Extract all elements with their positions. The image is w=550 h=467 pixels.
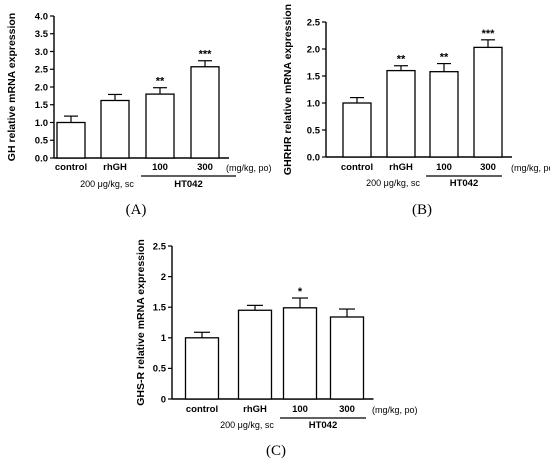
- y-tick-label: 2: [161, 272, 166, 283]
- y-tick-label: 1.0: [35, 118, 48, 129]
- dose-note: 200 μg/kg, sc: [80, 179, 134, 189]
- bar: [429, 71, 459, 158]
- category-label: rhGH: [103, 162, 127, 173]
- chart-panel-b: 0.0 0.5 1.0 1.5 2.0 2.5 GHRHR relative mRNA ex…: [282, 4, 550, 218]
- bar: [145, 93, 175, 159]
- units-note: (mg/kg, po): [511, 163, 550, 173]
- significance-mark: **: [440, 52, 449, 64]
- y-tick-label: 0.5: [307, 125, 321, 136]
- category-label: 100: [152, 162, 168, 173]
- y-tick-label: 1.5: [307, 71, 321, 82]
- y-tick-label: 2.5: [35, 65, 49, 76]
- y-tick-label: 3.5: [35, 29, 49, 40]
- significance-mark: ***: [199, 49, 213, 61]
- bar: [56, 121, 86, 159]
- units-note: (mg/kg, po): [372, 405, 418, 415]
- category-label: 300: [339, 404, 355, 415]
- bar: [386, 69, 416, 158]
- category-label: control: [186, 404, 218, 415]
- significance-mark: *: [298, 286, 303, 298]
- bar: [100, 99, 130, 159]
- y-tick-label: 3.0: [35, 47, 48, 58]
- panel-label: (A): [126, 202, 147, 218]
- y-tick-label: 1.5: [35, 100, 49, 111]
- bar: [473, 46, 503, 158]
- units-note: (mg/kg, po): [226, 163, 272, 173]
- category-label: 100: [292, 404, 308, 415]
- group-label: HT042: [309, 420, 338, 431]
- bar: [190, 66, 220, 159]
- bar: [342, 102, 372, 158]
- y-tick-label: 2.5: [153, 241, 167, 252]
- y-tick-label: 2.0: [307, 44, 320, 55]
- chart-panel-a: 0.0 0.5 1.0 1.5 2.0 2.5 3.0 3.5 4.0 GH relative m…: [6, 11, 272, 218]
- category-label: control: [341, 162, 373, 173]
- group-label: HT042: [450, 178, 479, 189]
- significance-mark: **: [397, 54, 406, 66]
- y-tick-label: 0.0: [35, 153, 48, 164]
- significance-mark: **: [156, 76, 165, 88]
- y-axis-label: GHS-R relative mRNA expression: [135, 239, 147, 406]
- y-tick-label: 1: [161, 333, 167, 344]
- y-tick-label: 0.5: [153, 364, 167, 375]
- y-tick-label: 0: [161, 394, 166, 405]
- y-tick-label: 4.0: [35, 11, 48, 22]
- category-label: 100: [436, 162, 452, 173]
- category-label: control: [55, 162, 87, 173]
- dose-note: 200 μg/kg, sc: [220, 420, 274, 430]
- y-tick-label: 1.5: [153, 303, 167, 314]
- group-label: HT042: [174, 179, 203, 190]
- bar: [282, 307, 318, 400]
- y-tick-label: 0.0: [307, 152, 320, 163]
- panel-label: (B): [412, 202, 432, 218]
- panel-label: (C): [266, 443, 286, 459]
- category-label: rhGH: [389, 162, 413, 173]
- y-tick-label: 0.5: [35, 136, 49, 147]
- y-axis-label: GHRHR relative mRNA expression: [282, 4, 294, 175]
- bar: [184, 337, 220, 400]
- significance-mark: ***: [482, 28, 496, 40]
- y-tick-label: 2.0: [35, 82, 48, 93]
- category-label: 300: [480, 162, 496, 173]
- category-label: rhGH: [243, 404, 267, 415]
- bar: [237, 309, 273, 400]
- y-tick-label: 2.5: [307, 17, 321, 28]
- y-axis-label: GH relative mRNA expression: [6, 13, 18, 161]
- category-label: 300: [197, 162, 213, 173]
- y-tick-label: 1.0: [307, 98, 320, 109]
- bar: [329, 316, 365, 400]
- chart-panel-c: 0 0.5 1 1.5 2 2.5 GHS-R relative mRNA expressi…: [135, 239, 418, 459]
- dose-note: 200 μg/kg, sc: [366, 178, 420, 188]
